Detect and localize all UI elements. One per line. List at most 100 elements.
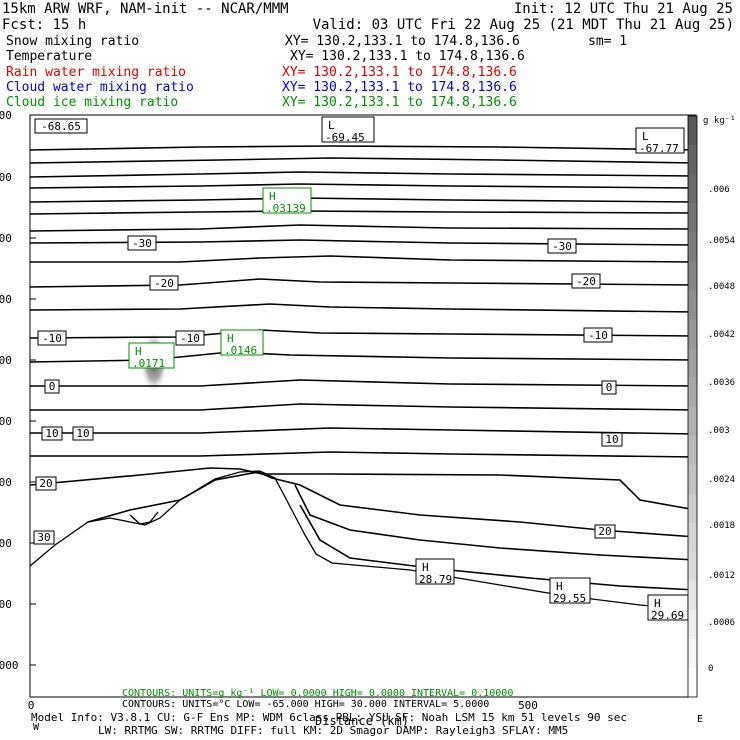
contour-line bbox=[30, 427, 697, 435]
y-tick-label: 1000 bbox=[0, 659, 19, 672]
extremum-type: L bbox=[642, 130, 649, 143]
colorbar-tick-label: .0024 bbox=[708, 475, 735, 485]
colorbar-tick-label: .0012 bbox=[708, 571, 735, 581]
contour-line bbox=[30, 379, 697, 387]
colorbar-segment bbox=[688, 464, 697, 495]
contour-value-label: 10 bbox=[45, 427, 58, 440]
colorbar-segment bbox=[688, 435, 697, 466]
contour-value-label: -30 bbox=[132, 237, 152, 250]
y-tick-label: 700 bbox=[0, 476, 12, 489]
contour-value-label: 10 bbox=[605, 433, 618, 446]
contour-line bbox=[294, 484, 697, 561]
contour-value-label: -10 bbox=[180, 332, 200, 345]
contour-value-label: 20 bbox=[598, 525, 611, 538]
contour-label-box bbox=[635, 127, 685, 154]
colorbar-tick-label: .006 bbox=[708, 185, 730, 195]
contour-line bbox=[29, 303, 697, 313]
header-field-name: Cloud water mixing ratio bbox=[6, 80, 194, 95]
contour-label-box bbox=[127, 235, 157, 251]
colorbar-segment bbox=[688, 406, 697, 437]
colorbar-segment bbox=[688, 638, 697, 669]
contour-label-box bbox=[44, 379, 60, 394]
colorbar-tick-label: .0048 bbox=[708, 282, 735, 292]
contour-value-label: 20 bbox=[39, 477, 52, 490]
colorbar-segment bbox=[688, 203, 697, 233]
colorbar-frame bbox=[687, 115, 698, 698]
colorbar-segment bbox=[688, 377, 697, 407]
contour-line bbox=[29, 171, 697, 178]
header-field-name: Rain water mixing ratio bbox=[6, 65, 186, 80]
contour-value-label: 30 bbox=[37, 531, 50, 544]
terrain-outline bbox=[29, 470, 697, 611]
contour-value-label: -20 bbox=[576, 275, 596, 288]
contour-label-box bbox=[594, 524, 616, 539]
contour-value-label: -20 bbox=[154, 277, 174, 290]
header-field-xy: XY= 130.2,133.1 to 174.8,136.6 bbox=[285, 34, 520, 49]
y-tick-label: 300 bbox=[0, 232, 12, 245]
contour-label-box bbox=[220, 329, 264, 356]
contour-value-label: 0 bbox=[49, 380, 56, 393]
y-axis: 100 200 300 400 500 600 700 800 900 1000 bbox=[0, 109, 36, 672]
colorbar-tick-label: 0 bbox=[708, 664, 713, 674]
contour-label-box bbox=[72, 426, 94, 441]
extremum-value: -69.45 bbox=[325, 131, 365, 144]
contour-label-box bbox=[601, 432, 623, 447]
colorbar-segment bbox=[688, 232, 697, 262]
extremum-type: L bbox=[328, 119, 335, 132]
extremum-value: .0171 bbox=[132, 357, 165, 370]
colorbar-segment bbox=[688, 261, 697, 291]
extremum-type: H bbox=[227, 332, 234, 345]
colorbar-tick-label: .0054 bbox=[708, 236, 735, 246]
temperature-contours-info: CONTOURS: UNITS=°C LOW= -65.000 HIGH= 30… bbox=[122, 699, 489, 710]
contour-line bbox=[87, 471, 697, 538]
snow-colorbar: g kg⁻¹ .006 .0054 .0048 .0042 .0036 .003 .0024.… bbox=[687, 115, 736, 698]
contour-label-box bbox=[37, 330, 67, 346]
header-field-xy: XY= 130.2,133.1 to 174.8,136.6 bbox=[282, 65, 517, 80]
contour-line bbox=[29, 210, 697, 215]
colorbar-tick-label: .0036 bbox=[708, 378, 735, 388]
model-info-line-1: Model Info: V3.8.1 CU: G-F Ens MP: WDM 6… bbox=[31, 711, 627, 724]
contour-label-box bbox=[128, 342, 175, 369]
contour-line bbox=[29, 197, 697, 203]
contour-line bbox=[29, 224, 697, 232]
forecast-hour: Fcst: 15 h bbox=[2, 17, 86, 33]
contour-value-label: -10 bbox=[42, 332, 62, 345]
contour-value-label: -10 bbox=[588, 329, 608, 342]
header-field-name: Snow mixing ratio bbox=[6, 34, 139, 49]
colorbar-segment bbox=[688, 493, 697, 524]
colorbar-segment bbox=[688, 522, 697, 553]
colorbar-tick-label: .0018 bbox=[708, 521, 735, 531]
contour-label-box bbox=[35, 476, 57, 491]
colorbar-segment bbox=[688, 290, 697, 320]
contour-label-box bbox=[583, 327, 613, 343]
extremum-type: H bbox=[556, 580, 563, 593]
contour-line bbox=[29, 467, 697, 511]
extremum-type: H bbox=[269, 190, 276, 203]
y-tick-label: 600 bbox=[0, 415, 12, 428]
contour-label-box bbox=[549, 577, 591, 604]
colorbar-tick-label: .0042 bbox=[708, 330, 735, 340]
y-tick-label: 200 bbox=[0, 171, 12, 184]
extremum-value: 28.79 bbox=[419, 573, 452, 586]
x-tick-mid: 500 bbox=[518, 699, 538, 712]
corner-west: W bbox=[33, 722, 40, 733]
contour-line bbox=[29, 145, 697, 151]
model-title: 15km ARW WRF, NAM-init -- NCAR/MMM bbox=[2, 1, 289, 17]
extremum-value: .0146 bbox=[224, 344, 257, 357]
extremum-value: .03139 bbox=[266, 202, 306, 215]
header-field-xy: XY= 130.2,133.1 to 174.8,136.6 bbox=[282, 80, 517, 95]
contour-value-label: -68.65 bbox=[41, 120, 81, 133]
contour-label-box bbox=[647, 594, 689, 621]
header-field-name: Temperature bbox=[6, 49, 92, 64]
contour-label-box bbox=[321, 116, 375, 143]
y-tick-label: 500 bbox=[0, 354, 12, 367]
header-field-extra: sm= 1 bbox=[588, 34, 627, 49]
y-tick-label: 400 bbox=[0, 293, 12, 306]
contour-value-label: 10 bbox=[76, 427, 89, 440]
y-tick-label: 100 bbox=[0, 109, 12, 122]
contour-value-label: 0 bbox=[606, 381, 613, 394]
contour-line bbox=[29, 183, 697, 189]
header-field-xy: XY= 130.2,133.1 to 174.8,136.6 bbox=[290, 49, 525, 64]
contour-label-box bbox=[175, 330, 205, 346]
